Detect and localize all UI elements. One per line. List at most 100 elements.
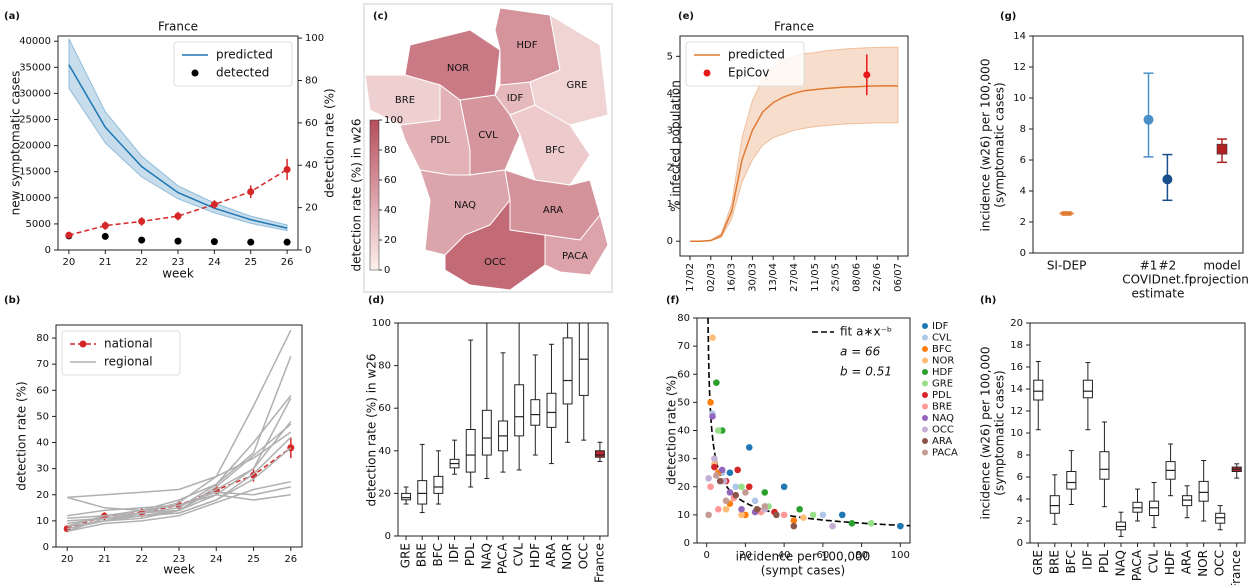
x-tick-label: 24 <box>210 554 223 565</box>
legend-symbol <box>79 340 87 348</box>
y-tick-label: 2 <box>1020 217 1026 228</box>
y-tick-label: 20 <box>677 482 690 493</box>
data-point <box>65 231 73 239</box>
data-point <box>705 511 712 519</box>
y-tick-label: 50 <box>36 411 49 422</box>
y-tick-label: 80 <box>36 333 49 344</box>
x-group-label: estimate <box>1132 287 1185 301</box>
y2-axis-label: detection rate (%) <box>323 88 337 197</box>
y-axis-label: detection rate (%) <box>15 381 29 490</box>
data-point <box>711 463 718 471</box>
box <box>530 399 541 426</box>
data-point <box>732 483 740 491</box>
y-tick-label: 60 <box>36 385 49 396</box>
data-point <box>790 517 798 524</box>
legend-label: BFC <box>932 344 952 355</box>
x-tick-label: 13/04 <box>768 263 779 292</box>
y-tick-label: 0 <box>684 538 690 549</box>
region-label: OCC <box>484 257 506 268</box>
data-point <box>716 477 724 485</box>
y-tick-label: 4 <box>667 88 673 99</box>
data-point <box>709 413 716 420</box>
regional-line <box>67 356 292 520</box>
y-tick-label: 4 <box>1020 186 1026 197</box>
legend-label: OCC <box>932 425 954 436</box>
region-label: ARA <box>543 205 563 216</box>
x-tick-label: 23 <box>173 554 186 565</box>
x-tick-label: 20 <box>63 257 76 268</box>
x-tick-label: 23 <box>172 257 185 268</box>
y-tick-label: 30 <box>36 464 49 475</box>
panel-letter: (c) <box>373 11 388 22</box>
legend-frame <box>685 41 805 87</box>
y-tick-label: 80 <box>305 75 318 86</box>
y-tick-label: 12 <box>1013 62 1026 73</box>
x-tick-label: 30/03 <box>747 263 758 292</box>
data-point <box>705 475 712 482</box>
data-point <box>790 522 798 530</box>
x-tick-label: model <box>1203 259 1240 273</box>
legend-symbol <box>703 69 711 77</box>
data-point <box>780 511 788 519</box>
x-tick-label: 02/03 <box>706 263 717 292</box>
y-tick-label: 35000 <box>19 62 51 73</box>
y-tick-label: 10 <box>36 516 49 527</box>
data-point <box>726 489 734 496</box>
data-point <box>780 483 788 491</box>
data-point <box>734 466 741 474</box>
colorbar-tick-label: 60 <box>384 175 397 186</box>
region-label: NAQ <box>454 200 476 211</box>
legend-symbol <box>922 415 928 421</box>
y-tick-label: 14 <box>1010 384 1023 395</box>
x-tick-label: IDF <box>447 543 461 563</box>
colorbar-label: detection rate (%) in w26 <box>350 118 364 271</box>
map-frame <box>363 3 613 293</box>
y-tick-label: 25000 <box>19 115 51 126</box>
x-tick-label: ARA <box>1180 549 1194 574</box>
colorbar-tick-label: 40 <box>384 205 397 216</box>
y-axis-label: (symptomatic cases) <box>993 370 1007 495</box>
x-tick-label: PDL <box>463 543 477 566</box>
y-tick-label: 8 <box>1017 450 1023 461</box>
x-tick-label: 11/05 <box>810 263 821 292</box>
legend-label: IDF <box>932 321 949 332</box>
data-point <box>1216 143 1228 155</box>
y-tick-label: 20 <box>1010 318 1023 329</box>
y-tick-label: 12 <box>1010 406 1023 417</box>
x-axis-label: (sympt cases) <box>761 564 845 578</box>
data-point <box>101 222 109 230</box>
y-tick-label: 18 <box>1010 340 1023 351</box>
panel-letter: (a) <box>4 11 20 22</box>
legend-symbol <box>922 380 928 387</box>
legend-symbol <box>922 323 928 329</box>
x-tick-label: PACA <box>496 542 510 574</box>
legend-symbol <box>922 426 928 433</box>
data-point <box>713 379 720 386</box>
x-tick-label: France <box>592 543 606 583</box>
y-tick-label: 0 <box>305 245 311 256</box>
panel-letter: (h) <box>980 295 996 306</box>
box <box>1033 379 1044 401</box>
box <box>562 337 573 405</box>
data-point <box>819 511 827 519</box>
data-point <box>247 238 255 246</box>
panel-letter: (b) <box>4 295 20 306</box>
x-tick-label: NOR <box>1196 550 1210 577</box>
x-tick-label: SI-DEP <box>1047 259 1087 273</box>
data-point <box>210 238 218 246</box>
y-tick-label: 50 <box>677 397 690 408</box>
colorbar-tick-label: 20 <box>384 235 397 246</box>
y-axis-label: new symptomatic cases <box>9 71 23 216</box>
data-point <box>174 237 182 245</box>
data-point <box>726 469 734 476</box>
x-tick-label: #2 <box>1159 259 1177 273</box>
legend-label: NOR <box>932 356 954 367</box>
x-group-label: COVIDnet.fr <box>1122 273 1193 287</box>
x-tick-label: 0 <box>703 550 709 561</box>
x-tick-label: ARA <box>544 542 558 567</box>
x-tick-label: CVL <box>1147 550 1161 574</box>
data-point <box>773 511 780 519</box>
y-tick-label: 20000 <box>19 141 51 152</box>
box <box>1049 495 1060 514</box>
data-point <box>738 483 745 491</box>
